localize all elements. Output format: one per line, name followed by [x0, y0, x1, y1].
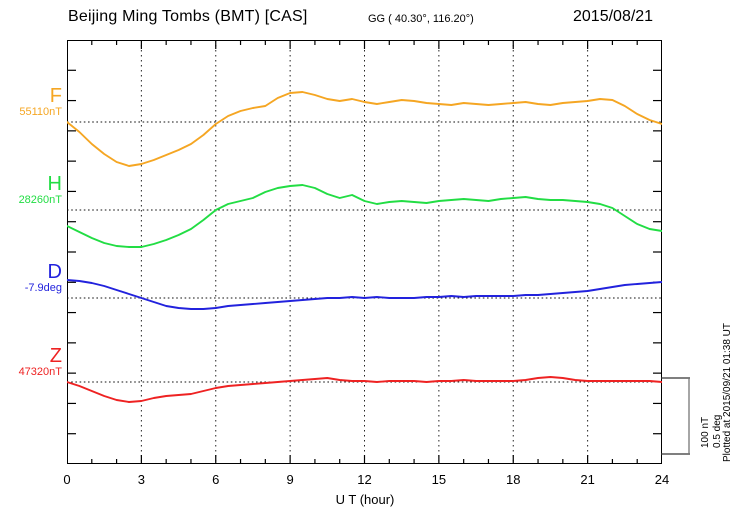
component-label-f: F 55110nT — [0, 86, 62, 119]
plotted-timestamp: Plotted at 2015/09/21 01:38 UT — [722, 323, 730, 462]
component-baseline-z: 47320nT — [18, 366, 62, 378]
component-baseline-f: 55110nT — [19, 106, 62, 118]
component-letter-h: H — [47, 173, 62, 195]
scale-bar — [661, 377, 690, 455]
component-baseline-d: -7.9deg — [24, 282, 62, 294]
x-axis-title: U T (hour) — [335, 492, 395, 507]
component-letter-f: F — [49, 85, 62, 107]
x-tick-label: 18 — [506, 472, 521, 487]
scale-bar-nt-label: 100 nT — [700, 416, 711, 448]
geographic-coordinates: GG ( 40.30°, 116.20°) — [368, 13, 474, 25]
component-label-z: Z 47320nT — [0, 346, 62, 379]
magnetogram-plot — [67, 40, 662, 464]
component-letter-z: Z — [49, 345, 62, 367]
component-label-h: H 28260nT — [0, 174, 62, 207]
x-tick-label: 3 — [137, 472, 145, 487]
page-title: Beijing Ming Tombs (BMT) [CAS] — [68, 8, 308, 25]
component-label-d: D -7.9deg — [0, 262, 62, 295]
x-tick-label: 12 — [357, 472, 372, 487]
component-baseline-h: 28260nT — [18, 194, 62, 206]
x-tick-label: 6 — [212, 472, 220, 487]
x-tick-label: 0 — [63, 472, 71, 487]
x-tick-label: 21 — [580, 472, 595, 487]
component-letter-d: D — [47, 261, 62, 283]
observation-date: 2015/08/21 — [573, 8, 654, 25]
plot-canvas — [67, 40, 662, 464]
x-tick-label: 9 — [286, 472, 294, 487]
x-tick-label: 15 — [431, 472, 447, 487]
x-tick-label: 24 — [654, 472, 670, 487]
